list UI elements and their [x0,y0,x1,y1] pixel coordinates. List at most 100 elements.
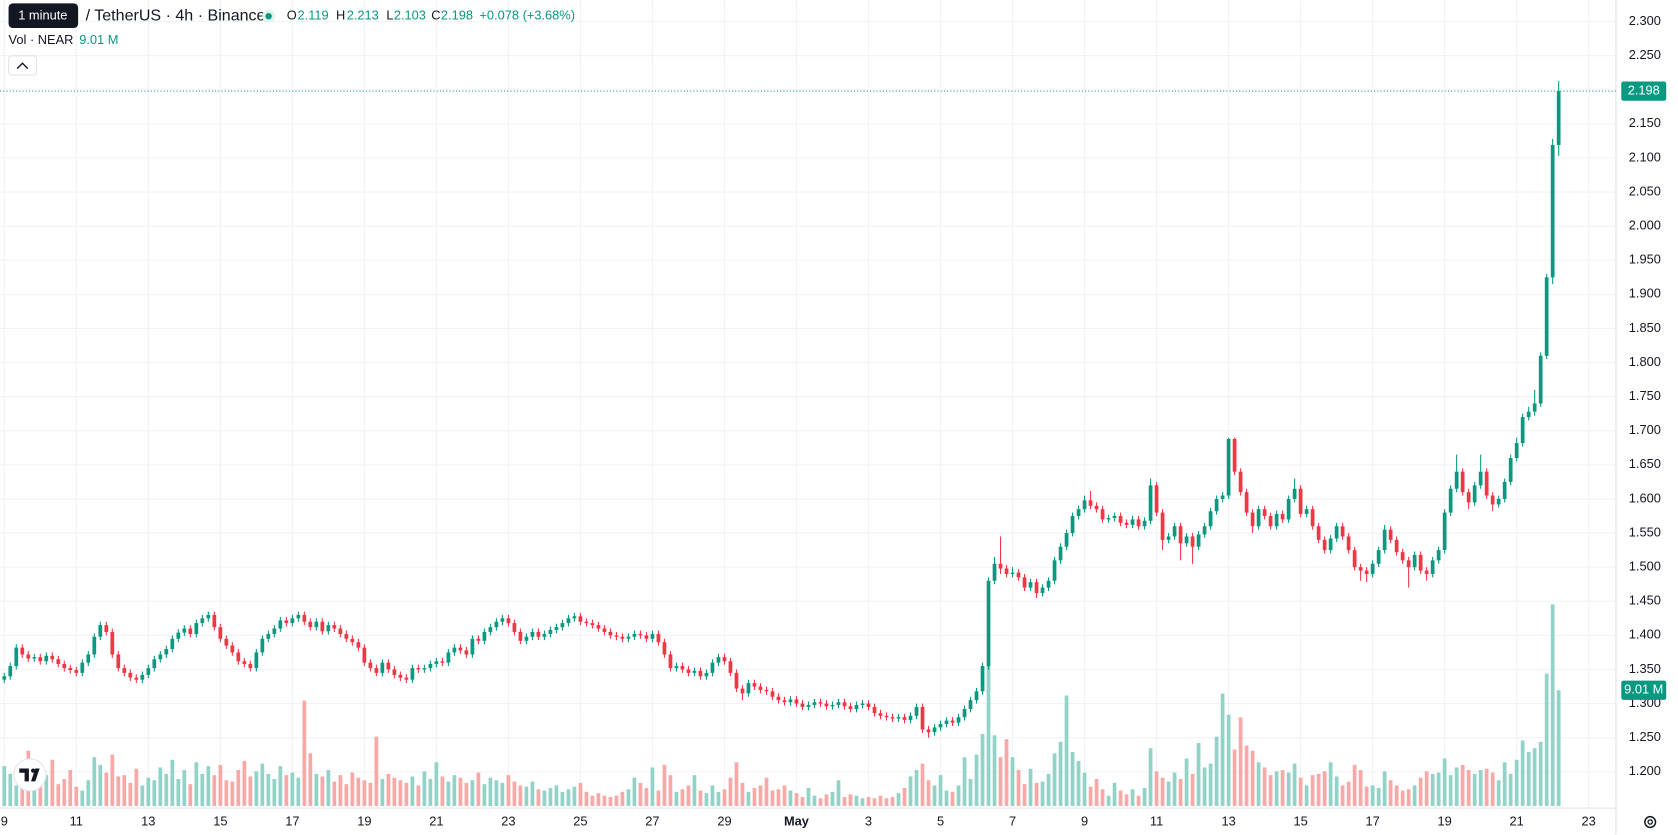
candle-body [1364,570,1369,574]
candle-body [566,618,571,624]
volume-bar [152,780,157,806]
candle-body [806,704,811,707]
volume-bar [482,784,487,806]
volume-bar [344,784,349,806]
candle-body [572,616,577,619]
volume-bar [704,793,709,806]
candle-body [470,638,475,655]
candle-body [788,699,793,703]
volume-bar [452,775,457,806]
volume-bar [248,776,253,806]
volume-bar [1418,777,1423,806]
candle-body [794,699,799,704]
candle-body [650,633,655,639]
candle-body [770,691,775,697]
volume-bar [1154,771,1159,806]
candle-body [1274,513,1279,527]
ohlc-value: 2.103 [394,8,426,23]
candle-body [242,661,247,664]
candle-body [44,655,49,662]
candle-body [272,628,277,634]
candle-body [86,654,91,663]
candle-body [608,631,613,636]
candle-body [2,676,7,680]
y-tick-label: 2.150 [1629,115,1661,130]
volume-axis-label: 9.01 M [1624,682,1663,697]
volume-bar [914,770,919,806]
legend: / TetherUS · 4h · Binance 1 minute O 2.1… [8,3,575,76]
gear-outer [1644,815,1657,829]
volume-bar [1346,781,1351,806]
y-tick-label: 1.700 [1629,422,1661,437]
volume-bar [122,775,127,806]
volume-value: 9.01 M [79,32,118,47]
candle-body [1172,526,1177,537]
volume-bar [1400,790,1405,806]
volume-bar [824,794,829,806]
volume-bar [182,770,187,806]
volume-bar [1220,693,1225,806]
candle-body [80,662,85,673]
candle-body [716,657,721,663]
candle-body [1064,533,1069,547]
candle-body [170,638,175,649]
candle-body [452,647,457,653]
symbol-title: / TetherUS · 4h · Binance [86,6,266,24]
volume-bar [212,775,217,806]
x-tick-label: 5 [937,813,944,828]
candle-body [548,629,553,634]
volume-bar [1286,772,1291,806]
candle-body [782,700,787,703]
candle-body [1526,411,1531,418]
volume-bar [1202,767,1207,806]
volume-bar [728,777,733,806]
candle-body [926,729,931,733]
volume-bar [800,796,805,806]
candle-body [326,625,331,632]
volume-bar [986,665,991,806]
x-tick-label: 21 [429,813,443,828]
volume-bar [422,771,427,806]
volume-bar [758,785,763,806]
candle-body [878,713,883,716]
volume-bar [968,778,973,806]
volume-bar [320,776,325,806]
settings-button[interactable] [1644,815,1657,829]
candle-body [404,677,409,680]
candle-body [590,623,595,626]
volume-bar [140,785,145,806]
volume-bar [956,785,961,806]
volume-bar [8,773,13,806]
volume-bar [386,773,391,806]
candle-body [1052,560,1057,581]
candle-body [416,668,421,670]
volume-bar [44,775,49,806]
volume-bar [1340,785,1345,806]
candle-body [206,614,211,619]
tradingview-logo[interactable] [13,758,47,792]
candle-body [1544,277,1549,356]
ohlc-value: 2.119 [298,8,329,23]
x-tick-label: 23 [501,813,515,828]
candle-body [320,621,325,632]
volume-bar [308,753,313,806]
candle-body [350,638,355,643]
candle-body [644,635,649,639]
x-tick-label: 7 [1009,813,1016,828]
candle-body [518,631,523,641]
collapse-button[interactable] [8,55,37,76]
volume-bar [188,784,193,806]
volume-bar [254,771,259,806]
y-tick-label: 1.950 [1629,252,1661,267]
change: +0.078 (+3.68%) [479,8,575,23]
candle-body [1424,570,1429,574]
candle-body [842,702,847,707]
candle-body [20,647,25,655]
volume-bar [218,764,223,806]
candle-body [740,688,745,694]
y-tick-label: 1.750 [1629,388,1661,403]
volume-bar [698,790,703,806]
candle-body [1346,536,1351,551]
candle-body [194,623,199,634]
